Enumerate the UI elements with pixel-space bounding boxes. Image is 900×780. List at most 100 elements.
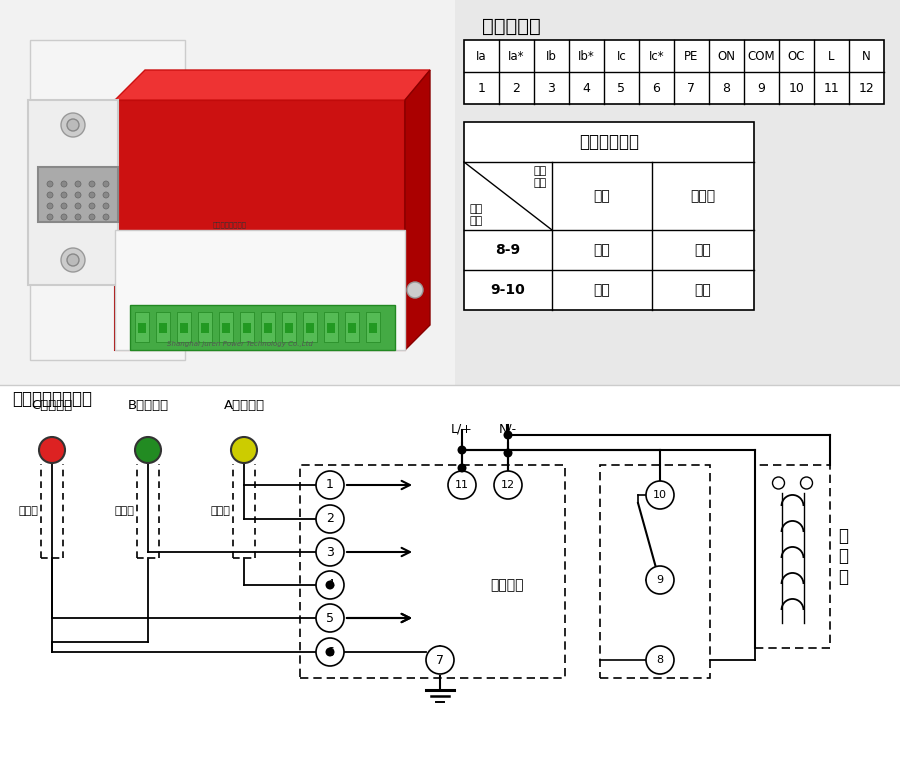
Text: 10: 10 <box>788 81 805 94</box>
Text: 高压
母排: 高压 母排 <box>534 166 547 188</box>
Bar <box>240 312 254 342</box>
Bar <box>156 312 170 342</box>
Text: PE: PE <box>684 49 698 62</box>
Text: OC: OC <box>788 49 806 62</box>
Text: 屏蔽层: 屏蔽层 <box>18 506 38 516</box>
Bar <box>464 122 754 310</box>
Bar <box>324 312 338 342</box>
Bar <box>198 312 212 342</box>
Text: 12: 12 <box>501 480 515 490</box>
Text: 产品端子图: 产品端子图 <box>482 17 541 36</box>
Text: 4: 4 <box>582 81 590 94</box>
Bar <box>159 323 167 333</box>
Bar <box>327 323 335 333</box>
Text: 10: 10 <box>653 490 667 500</box>
Text: 电
磁
锁: 电 磁 锁 <box>838 526 848 587</box>
Bar <box>282 312 296 342</box>
Bar <box>177 312 191 342</box>
Text: 4: 4 <box>326 579 334 591</box>
Bar <box>285 323 293 333</box>
Text: 触点输出状态: 触点输出状态 <box>579 133 639 151</box>
Circle shape <box>67 119 79 131</box>
Text: 带电显示: 带电显示 <box>490 578 524 592</box>
Bar <box>135 312 149 342</box>
Text: 接通: 接通 <box>695 243 711 257</box>
Circle shape <box>494 471 522 499</box>
Bar <box>180 323 188 333</box>
Polygon shape <box>405 70 430 350</box>
Circle shape <box>316 638 344 666</box>
Circle shape <box>800 477 813 489</box>
Text: 2: 2 <box>326 512 334 526</box>
Bar <box>130 305 395 350</box>
Circle shape <box>646 566 674 594</box>
Bar <box>115 100 405 350</box>
Text: 5: 5 <box>617 81 626 94</box>
Text: 12: 12 <box>859 81 875 94</box>
Text: Ia: Ia <box>476 49 487 62</box>
Circle shape <box>316 505 344 533</box>
Circle shape <box>316 571 344 599</box>
Text: 断开: 断开 <box>594 243 610 257</box>
Text: N/-: N/- <box>499 422 517 435</box>
Bar <box>0 385 900 780</box>
Circle shape <box>47 203 53 209</box>
Circle shape <box>75 214 81 220</box>
Circle shape <box>75 192 81 198</box>
Bar <box>115 230 405 350</box>
Bar <box>306 323 314 333</box>
Circle shape <box>646 481 674 509</box>
Circle shape <box>103 203 109 209</box>
Circle shape <box>89 214 95 220</box>
Text: 2: 2 <box>513 81 520 94</box>
Text: 11: 11 <box>824 81 840 94</box>
Bar <box>348 323 356 333</box>
Bar <box>303 312 317 342</box>
Text: Shanghai juren Power Technology Co.,Ltd: Shanghai juren Power Technology Co.,Ltd <box>167 341 313 347</box>
Circle shape <box>503 448 512 458</box>
Circle shape <box>135 437 161 463</box>
Text: 带电: 带电 <box>594 189 610 203</box>
Text: 传感器安装示意图: 传感器安装示意图 <box>213 222 247 229</box>
Text: 接通: 接通 <box>594 283 610 297</box>
Circle shape <box>61 192 67 198</box>
Text: 9: 9 <box>758 81 765 94</box>
Circle shape <box>39 437 65 463</box>
Bar <box>366 312 380 342</box>
Circle shape <box>326 647 335 657</box>
Bar <box>38 167 118 222</box>
Bar <box>0 0 455 395</box>
Text: 1: 1 <box>478 81 485 94</box>
Circle shape <box>61 214 67 220</box>
Text: 9: 9 <box>656 575 663 585</box>
Text: ON: ON <box>717 49 735 62</box>
Circle shape <box>103 181 109 187</box>
Text: 8: 8 <box>656 655 663 665</box>
Bar <box>219 312 233 342</box>
Circle shape <box>231 437 257 463</box>
Bar <box>369 323 377 333</box>
Circle shape <box>47 181 53 187</box>
Text: 触点
输出: 触点 输出 <box>469 204 482 226</box>
Text: 6: 6 <box>652 81 661 94</box>
Bar <box>600 465 710 678</box>
Text: C相传感器: C相传感器 <box>32 399 73 412</box>
Circle shape <box>89 203 95 209</box>
Circle shape <box>457 445 466 455</box>
Circle shape <box>61 203 67 209</box>
Text: 7: 7 <box>436 654 444 666</box>
Text: Ia*: Ia* <box>508 49 525 62</box>
Text: 3: 3 <box>326 545 334 558</box>
Circle shape <box>75 181 81 187</box>
Text: 不带电: 不带电 <box>690 189 716 203</box>
Text: Ib*: Ib* <box>578 49 595 62</box>
Circle shape <box>646 646 674 674</box>
Bar <box>243 323 251 333</box>
Text: 9-10: 9-10 <box>491 283 526 297</box>
Circle shape <box>103 192 109 198</box>
Text: N: N <box>862 49 871 62</box>
Text: 3: 3 <box>547 81 555 94</box>
Text: 7: 7 <box>688 81 696 94</box>
Bar <box>755 465 830 648</box>
Bar <box>30 40 185 360</box>
